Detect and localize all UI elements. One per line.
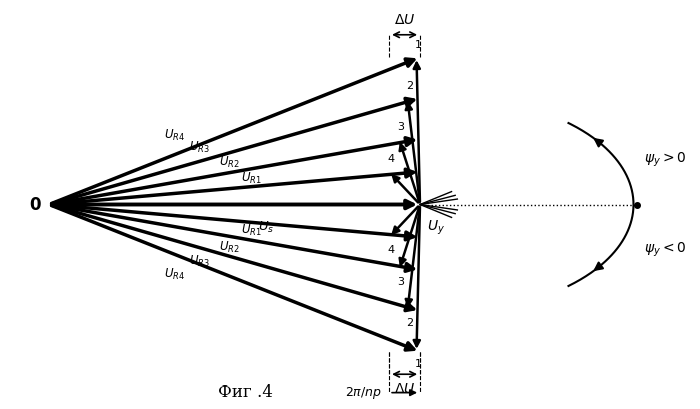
Text: $2\pi/np$: $2\pi/np$ — [345, 384, 382, 401]
Text: 1: 1 — [415, 40, 422, 50]
Text: $U_s$: $U_s$ — [258, 220, 274, 234]
Text: $U_{R3}$: $U_{R3}$ — [189, 254, 210, 269]
Text: 2: 2 — [406, 318, 413, 328]
Text: $U_{R2}$: $U_{R2}$ — [219, 155, 240, 170]
Text: $U_{R3}$: $U_{R3}$ — [189, 140, 210, 155]
Text: $U_{R4}$: $U_{R4}$ — [164, 266, 185, 281]
Text: $\psi_y < 0$: $\psi_y < 0$ — [644, 240, 686, 258]
Text: $U_{R1}$: $U_{R1}$ — [241, 171, 261, 186]
Text: $U_{R2}$: $U_{R2}$ — [219, 239, 240, 254]
Text: $U_{R4}$: $U_{R4}$ — [164, 128, 185, 143]
Text: 4: 4 — [387, 245, 394, 254]
Text: $\Delta U$: $\Delta U$ — [394, 382, 415, 396]
Text: 3: 3 — [398, 277, 405, 287]
Text: 1: 1 — [415, 359, 422, 369]
Text: $\psi_y > 0$: $\psi_y > 0$ — [644, 151, 686, 169]
Text: $U_y$: $U_y$ — [427, 219, 445, 237]
Text: 0: 0 — [29, 196, 41, 213]
Text: $U_{R1}$: $U_{R1}$ — [241, 223, 261, 238]
Text: $\Delta U$: $\Delta U$ — [394, 13, 415, 27]
Text: Фиг .4: Фиг .4 — [218, 384, 272, 401]
Text: 3: 3 — [398, 122, 405, 132]
Text: 4: 4 — [387, 155, 394, 164]
Text: 2: 2 — [406, 81, 413, 91]
